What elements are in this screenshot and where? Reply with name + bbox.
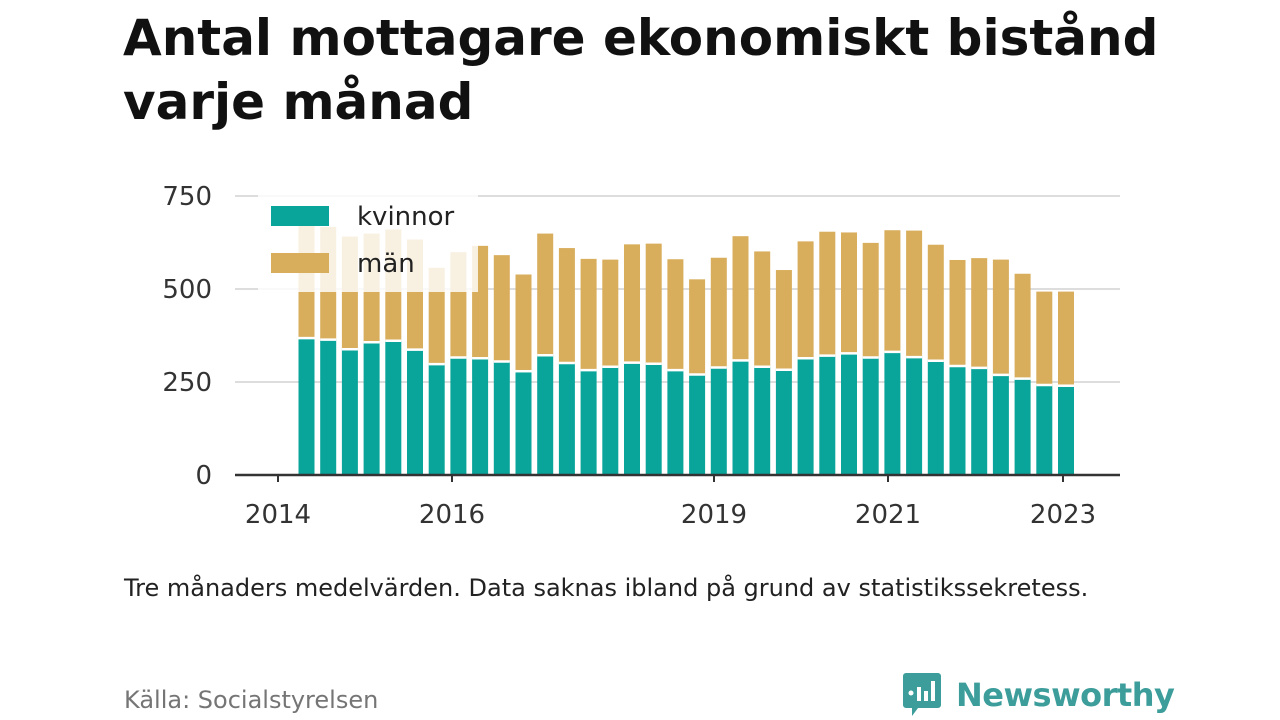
bar-kvinnor [580,370,597,475]
bar-kvinnor [537,355,554,475]
bar-man [558,248,575,364]
bar-kvinnor [385,340,402,475]
bar-kvinnor [797,358,814,475]
legend-swatch [271,206,329,226]
bar-kvinnor [298,338,315,475]
bar-kvinnor [689,374,706,475]
bar-kvinnor [602,366,619,475]
bar-kvinnor [819,355,836,475]
bar-man [689,279,706,375]
bar-man [710,257,727,368]
bar-man [797,241,814,359]
brand-name: Newsworthy [956,676,1175,714]
bar-man [515,274,532,372]
bar-man [949,259,966,367]
bar-kvinnor [775,369,792,475]
bar-kvinnor [515,371,532,475]
bar-kvinnor [992,374,1009,475]
y-tick-label: 250 [162,368,212,398]
chart-title: Antal mottagare ekonomiskt bistånd varje… [123,9,1159,131]
bar-kvinnor [472,358,489,475]
y-tick-label: 750 [162,182,212,212]
bar-man [754,251,771,367]
bar-man [1058,291,1074,386]
bar-kvinnor [949,366,966,475]
bar-kvinnor [710,367,727,475]
bar-kvinnor [341,349,358,475]
bar-man [841,232,857,354]
bar-kvinnor [428,364,445,475]
x-tick-label: 2023 [1030,500,1096,530]
legend-label: kvinnor [357,202,455,232]
bar-kvinnor [320,339,337,475]
bar-kvinnor [645,363,662,475]
bar-man [862,242,879,358]
bar-kvinnor [450,357,467,475]
bar-man [884,230,901,352]
bar-kvinnor [624,362,640,475]
bar-kvinnor [754,366,771,475]
bar-kvinnor [906,357,923,475]
bar-kvinnor [558,363,575,475]
bar-kvinnor [1058,385,1074,475]
legend: kvinnor män [258,194,478,292]
x-tick-label: 2014 [245,500,311,530]
bar-man [602,259,619,367]
bar-man [580,258,597,371]
bar-kvinnor [971,367,988,475]
y-axis-ticks: 0 250 500 750 [162,182,212,491]
legend-swatch [271,253,329,273]
bar-man [1036,291,1053,385]
source-credit: Källa: Socialstyrelsen [124,686,379,714]
bar-man [537,233,554,356]
bar-kvinnor [1014,378,1031,475]
bar-man [732,236,749,361]
x-tick-label: 2016 [419,500,485,530]
legend-label: män [357,249,415,279]
bar-kvinnor [927,360,944,475]
bar-kvinnor [407,349,423,475]
bar-kvinnor [732,360,749,475]
bar-man [971,258,988,368]
bar-man [906,230,923,358]
y-tick-label: 500 [162,275,212,305]
bar-man [775,270,792,370]
newsworthy-logo-icon [903,673,941,716]
bar-man [667,259,684,371]
bar-man [624,244,640,363]
bar-kvinnor [363,342,380,475]
stacked-bar-chart: 0 250 500 750 2014 2016 2019 2021 2023 kvinnor m… [162,182,1120,530]
bar-man [493,255,510,362]
bar-kvinnor [667,370,684,475]
bar-man [927,244,944,361]
bar-man [1014,273,1031,379]
bar-kvinnor [884,351,901,475]
bar-man [992,259,1009,375]
y-tick-label: 0 [195,461,212,491]
x-tick-label: 2019 [681,500,747,530]
chart-note: Tre månaders medelvärden. Data saknas ib… [124,574,1089,602]
newsworthy-brand: Newsworthy [902,671,1175,719]
bar-man [645,243,662,364]
bar-kvinnor [841,353,857,475]
bar-kvinnor [1036,384,1053,475]
bar-kvinnor [493,361,510,475]
x-axis-ticks: 2014 2016 2019 2021 2023 [245,475,1096,530]
bar-kvinnor [862,357,879,475]
x-tick-label: 2021 [855,500,921,530]
bar-man [819,231,836,356]
